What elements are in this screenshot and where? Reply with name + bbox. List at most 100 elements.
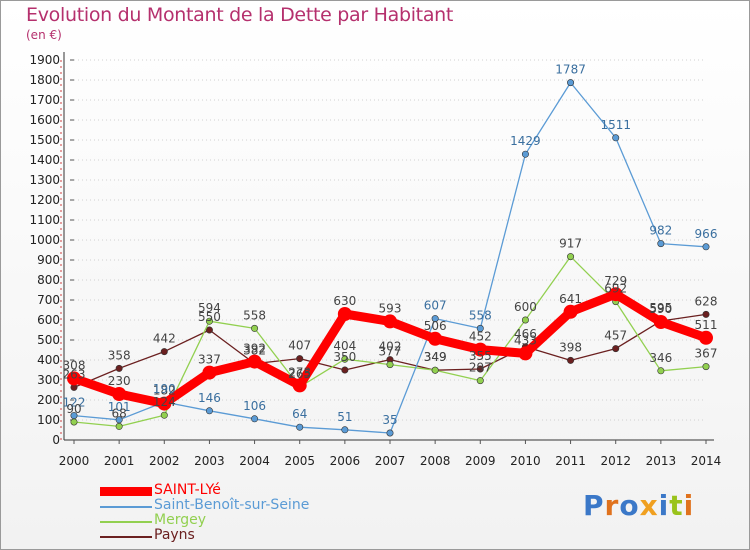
x-tick-label: 2000 [59, 454, 90, 468]
data-label: 101 [108, 400, 131, 414]
x-tick-label: 2007 [375, 454, 406, 468]
data-point [67, 371, 81, 386]
data-point [428, 331, 443, 346]
y-tick-label: 1000 [29, 233, 60, 247]
data-label: 1429 [510, 134, 541, 148]
logo-letter: P [583, 489, 605, 522]
data-point [386, 361, 394, 369]
data-label: 917 [559, 237, 582, 251]
data-label: 355 [469, 349, 492, 363]
legend-swatch [100, 536, 152, 538]
data-label: 349 [424, 350, 447, 364]
data-point [205, 407, 213, 415]
proxiti-logo: Proxiti [583, 489, 694, 522]
data-label: 466 [514, 327, 537, 341]
y-tick-label: 100 [37, 413, 60, 427]
legend-item: Payns [100, 527, 360, 544]
legend-label: Payns [154, 527, 195, 543]
data-point [699, 330, 713, 345]
data-point [612, 134, 620, 142]
data-label: 392 [243, 342, 266, 356]
x-tick-label: 2002 [149, 454, 180, 468]
data-point [247, 354, 262, 369]
data-label: 402 [379, 340, 402, 354]
data-label: 692 [604, 282, 627, 296]
data-label: 433 [514, 333, 537, 347]
data-label: 452 [469, 330, 492, 344]
data-point [702, 310, 710, 318]
y-tick-label: 300 [37, 373, 60, 387]
data-label: 90 [66, 402, 81, 416]
legend-label: SAINT-LYé [154, 482, 221, 498]
data-label: 190 [153, 382, 176, 396]
y-tick-label: 500 [37, 333, 60, 347]
data-label: 265 [288, 367, 311, 381]
logo-letter: x [639, 489, 659, 522]
legend-item: Mergey [100, 512, 360, 529]
logo-letter: t [669, 489, 684, 522]
y-tick-label: 1700 [29, 93, 60, 107]
chart-title: Evolution du Montant de la Dette par Hab… [26, 4, 454, 26]
data-label: 230 [108, 374, 131, 388]
x-tick-label: 2009 [465, 454, 496, 468]
data-label: 297 [469, 361, 492, 375]
y-tick-label: 1200 [29, 193, 60, 207]
legend-swatch [100, 521, 152, 523]
data-point [202, 365, 217, 380]
data-point [205, 326, 213, 334]
data-point [612, 345, 620, 353]
data-label: 51 [337, 410, 352, 424]
data-point [115, 364, 123, 372]
data-label: 398 [559, 340, 582, 354]
data-point [563, 304, 578, 319]
legend: SAINT-LYé Saint-Benoît-sur-Seine Mergey Pay… [100, 482, 360, 544]
y-tick-label: 800 [37, 273, 60, 287]
logo-letter: r [604, 489, 620, 522]
data-point [112, 387, 127, 401]
data-point [205, 317, 213, 325]
x-tick-label: 2013 [646, 454, 677, 468]
x-tick-label: 2012 [600, 454, 631, 468]
data-label: 35 [382, 413, 397, 427]
data-label: 641 [559, 292, 582, 306]
logo-letter: i [683, 489, 695, 522]
data-point [296, 423, 304, 431]
data-point [476, 324, 484, 332]
data-label: 590 [649, 302, 672, 316]
legend-label: Mergey [154, 512, 206, 528]
y-tick-label: 900 [37, 253, 60, 267]
data-point [160, 411, 168, 419]
data-label: 506 [424, 319, 447, 333]
data-label: 558 [243, 308, 266, 322]
data-label: 729 [604, 274, 627, 288]
data-label: 350 [333, 350, 356, 364]
data-point [608, 287, 623, 302]
data-point [251, 324, 259, 332]
y-tick-label: 1900 [29, 53, 60, 67]
logo-letter: o [619, 489, 640, 522]
data-point [115, 416, 123, 424]
data-label: 273 [288, 365, 311, 379]
data-label: 337 [198, 353, 221, 367]
data-label: 263 [63, 367, 86, 381]
x-tick-label: 2004 [239, 454, 270, 468]
data-point [292, 378, 307, 393]
legend-item: Saint-Benoît-sur-Seine [100, 497, 360, 514]
data-point [160, 348, 168, 356]
legend-swatch [100, 506, 152, 508]
data-label: 630 [333, 294, 356, 308]
data-point [476, 365, 484, 373]
y-tick-label: 1600 [29, 113, 60, 127]
data-label: 442 [153, 332, 176, 346]
data-label: 122 [63, 396, 86, 410]
data-point [70, 418, 78, 426]
y-tick-label: 1500 [29, 133, 60, 147]
x-tick-label: 2014 [691, 454, 722, 468]
data-point [567, 253, 575, 261]
y-tick-label: 700 [37, 293, 60, 307]
data-label: 607 [424, 299, 447, 313]
data-label: 367 [695, 347, 718, 361]
y-tick-label: 400 [37, 353, 60, 367]
data-label: 68 [112, 406, 127, 420]
legend-item: SAINT-LYé [100, 482, 360, 499]
